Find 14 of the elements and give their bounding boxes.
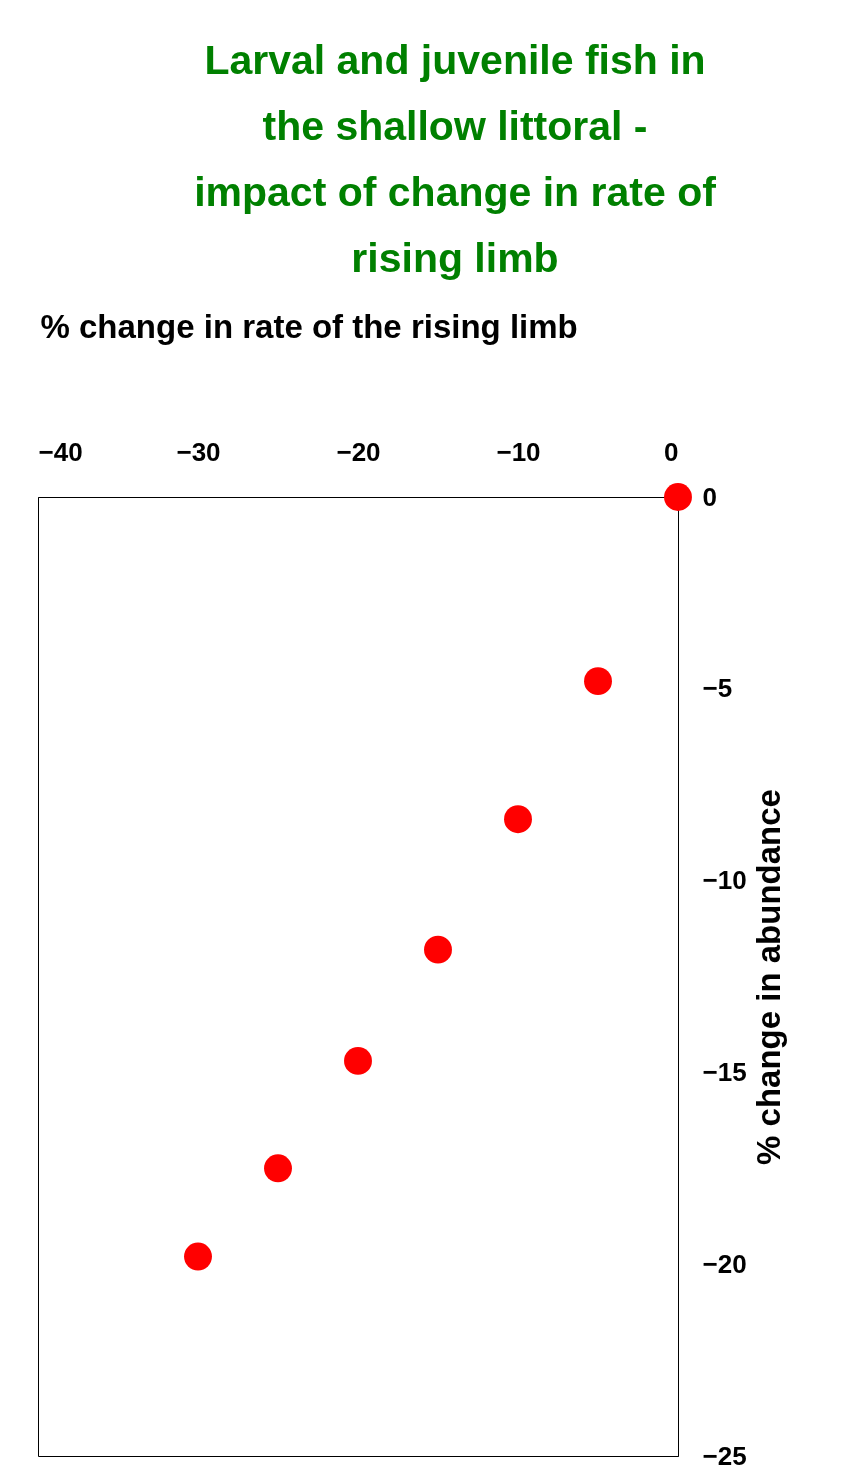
x-tick-label: −10	[496, 436, 541, 467]
y-tick-label: −20	[702, 1248, 747, 1279]
y-tick-label: −25	[702, 1440, 747, 1471]
y-axis-title: % change in abundance	[749, 789, 787, 1165]
x-tick-label: 0	[664, 436, 679, 467]
y-tick-label: 0	[702, 481, 717, 512]
y-tick-label: −15	[702, 1056, 747, 1087]
chart-title: Larval and juvenile fish in the shallow littoral - impact of change in rate of rising limb	[194, 37, 717, 281]
x-axis-title: % change in rate of the rising limb	[40, 307, 578, 345]
x-tick-label: −30	[176, 436, 221, 467]
x-tick-label: −40	[38, 436, 83, 467]
x-tick-label: −20	[336, 436, 381, 467]
y-tick-label: −10	[702, 865, 747, 896]
y-tick-label: −5	[702, 673, 733, 704]
